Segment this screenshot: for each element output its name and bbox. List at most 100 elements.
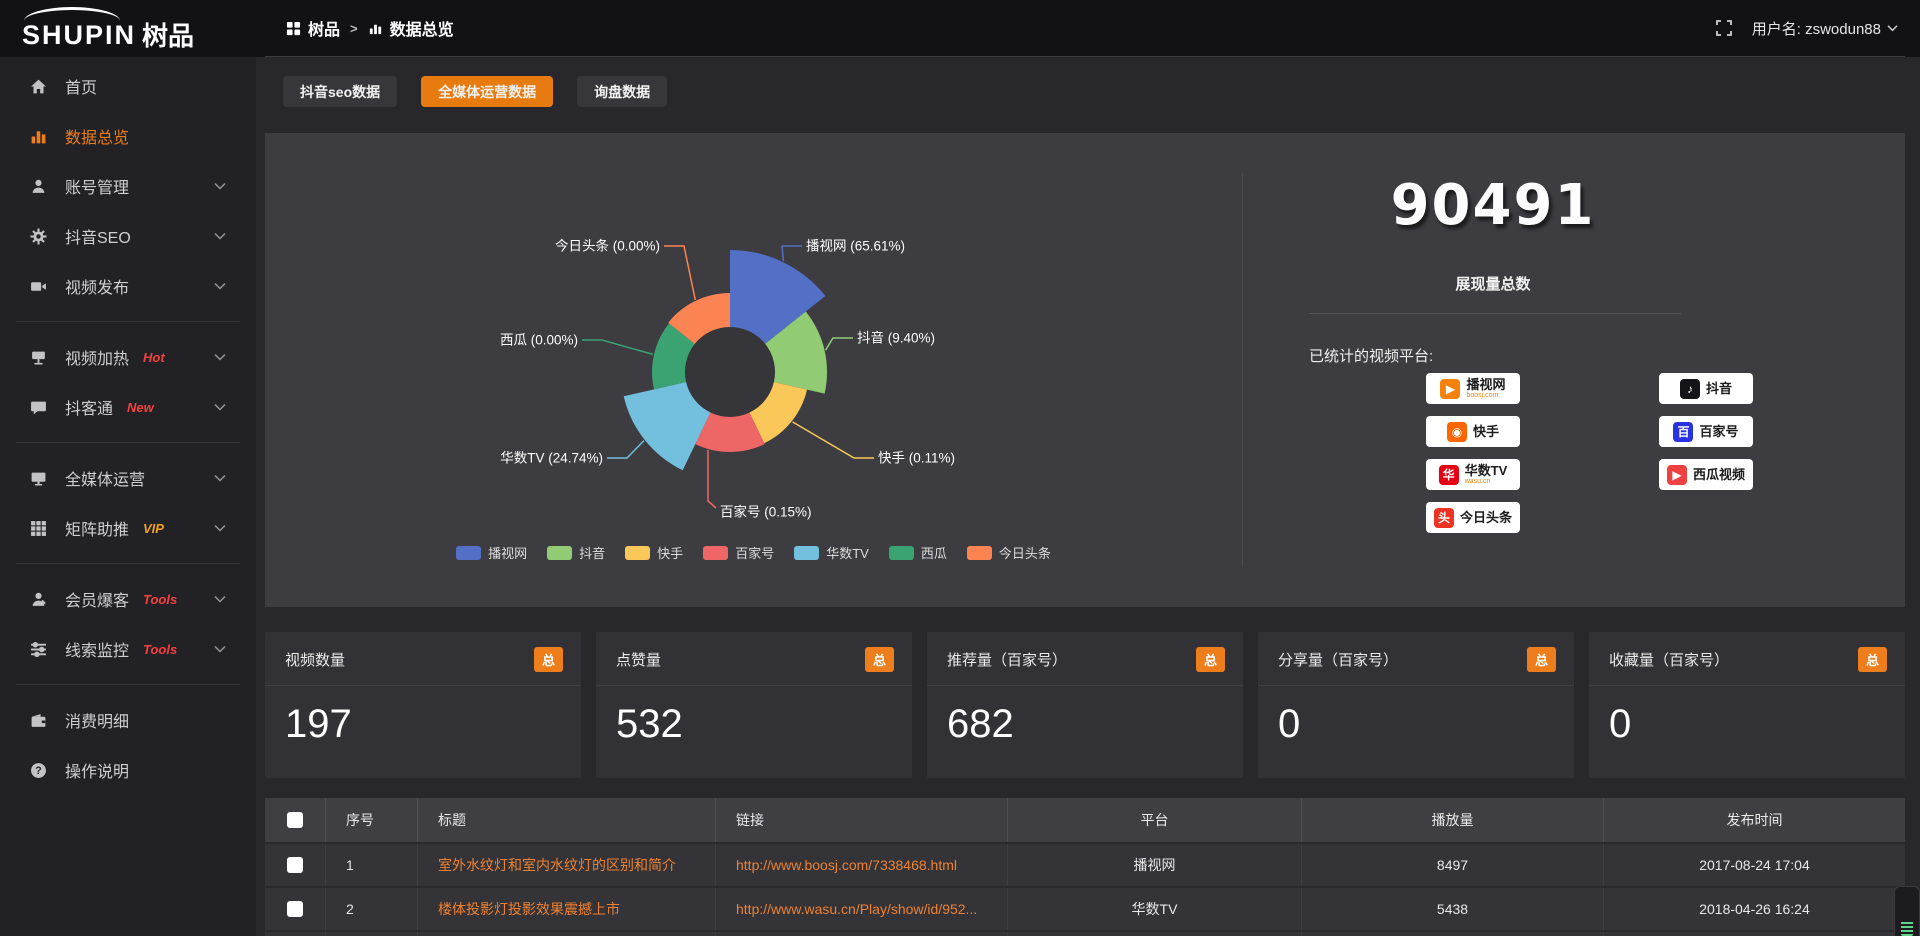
sidebar-item-instructions[interactable]: ? 操作说明 (0, 745, 256, 795)
platform-badge-column-2: ♪ 抖音百百家号 ▶ 西瓜视频 (1639, 373, 1920, 490)
table-header-cell: 播放量 (1302, 798, 1604, 842)
chevron-down-icon (214, 524, 226, 532)
table-header-cell: 发布时间 (1726, 812, 1783, 828)
sidebar-item-consume-detail[interactable]: 消费明细 (0, 695, 256, 745)
breadcrumb-label: 树品 (308, 22, 341, 39)
platform-badge-kuaishou: ◉ 快手 (1426, 416, 1520, 447)
table-cell: 华数TV (1008, 888, 1302, 930)
stat-card-value: 0 (1278, 702, 1301, 746)
pie-slice-播视网[interactable] (730, 250, 826, 344)
tab-1[interactable]: 抖音seo数据 (283, 76, 398, 107)
table-header-cell: 标题 (418, 798, 716, 842)
legend-item-播视网[interactable]: 播视网 (456, 543, 527, 562)
stat-card-value: 532 (616, 702, 683, 746)
topbar-right: 用户名: zswodun88 (1715, 0, 1898, 56)
sidebar-item-lead-monitor[interactable]: 线索监控 Tools (0, 624, 256, 674)
bar-chart-icon (30, 128, 50, 145)
select-all-checkbox[interactable] (287, 812, 303, 828)
fullscreen-icon[interactable] (1715, 20, 1732, 36)
summary-divider (1309, 313, 1681, 314)
sidebar-item-matrix-boost[interactable]: 矩阵助推 VIP (0, 503, 256, 553)
pie-label-快手: 快手 (0.11%) (878, 451, 955, 466)
legend-item-百家号[interactable]: 百家号 (703, 543, 774, 562)
sidebar-item-douketong[interactable]: 抖客通 New (0, 382, 256, 432)
stat-card-3: 推荐量（百家号） 总 682 (927, 632, 1243, 778)
pie-slice-今日头条[interactable] (668, 292, 730, 344)
platform-badge-boosj: ▶ 播视网 boosj.com (1426, 373, 1520, 404)
breadcrumb-item-root[interactable]: 树品 (286, 16, 340, 40)
pie-label-抖音: 抖音 (9.40%) (857, 330, 935, 346)
legend-item-快手[interactable]: 快手 (625, 543, 683, 562)
stat-card-title: 点赞量 (616, 652, 662, 669)
kuaishou-logo-icon: ◉ (1446, 421, 1467, 442)
row-checkbox[interactable] (287, 857, 303, 873)
toutiao-logo-icon: 头 (1433, 507, 1454, 528)
legend-marker (625, 545, 651, 560)
table-header-cell: 链接 (716, 798, 1008, 842)
pie-slice-快手[interactable] (749, 382, 808, 444)
legend-marker (888, 545, 914, 560)
logo-arc (24, 7, 120, 21)
chevron-down-icon (1887, 25, 1898, 32)
row-checkbox[interactable] (287, 901, 303, 917)
total-badge: 总 (533, 647, 563, 672)
sidebar-item-label: 全媒体运营 (65, 472, 146, 489)
pie-label-line-百家号 (707, 450, 717, 509)
legend-item-西瓜[interactable]: 西瓜 (888, 543, 947, 562)
pie-slice-抖音[interactable] (765, 311, 828, 394)
platform-badge-wasu-tv: 华华数TV wasu.cn (1426, 459, 1520, 490)
pie-slice-华数TV[interactable] (623, 382, 711, 471)
sidebar-item-douyin-seo[interactable]: 抖音SEO (0, 211, 256, 261)
username-label: 用户名: zswodun88 (1751, 20, 1881, 38)
sidebar-item-home[interactable]: 首页 (0, 61, 256, 111)
sidebar-item-data-overview[interactable]: 数据总览 (0, 111, 256, 161)
sidebar-item-member-burst[interactable]: 会员爆客 Tools (0, 574, 256, 624)
tab-3[interactable]: 询盘数据 (577, 76, 668, 107)
video-title-link[interactable]: 楼体投影灯投影效果震撼上市 (418, 888, 716, 930)
stat-card-2: 点赞量 总 532 (596, 632, 912, 778)
sidebar-item-video-heat[interactable]: 视频加热 Hot (0, 332, 256, 382)
boosj-logo-icon: ▶ (1440, 378, 1461, 399)
grid-square-icon (286, 21, 301, 36)
legend-marker (966, 545, 992, 560)
sidebar-item-badge: New (127, 399, 154, 415)
sidebar-item-badge: VIP (143, 520, 164, 536)
logo-text-cn: 树品 (142, 21, 195, 51)
breadcrumb-item-current[interactable]: 数据总览 (368, 16, 454, 40)
legend-label: 今日头条 (998, 546, 1051, 561)
video-url-link[interactable]: http://www.wasu.cn/Play/show/id/952... (716, 888, 1008, 930)
platform-badge-text: 华数TV wasu.cn (1465, 464, 1508, 485)
rose-pie-chart[interactable]: 播视网 (65.61%) 抖音 (9.40%) 快手 (0.11%) 百家号 (0.1… (265, 133, 1242, 607)
pie-label-line-播视网 (781, 245, 802, 262)
data-tabs: 抖音seo数据 全媒体运营数据 询盘数据 (283, 76, 668, 107)
sidebar-item-video-publish[interactable]: 视频发布 (0, 261, 256, 311)
breadcrumb-label: 数据总览 (389, 22, 454, 39)
stat-card-header: 分享量（百家号） 总 (1258, 632, 1574, 686)
chevron-down-icon (214, 182, 226, 190)
table-cell (716, 932, 1008, 936)
table-cell: 5438 (1302, 888, 1604, 930)
user-menu[interactable]: 用户名: zswodun88 (1752, 18, 1898, 39)
legend-item-抖音[interactable]: 抖音 (547, 543, 605, 562)
video-title-link[interactable]: 室外水纹灯和室内水纹灯的区别和简介 (418, 844, 716, 886)
legend-marker (456, 545, 482, 560)
legend-item-华数TV[interactable]: 华数TV (794, 543, 869, 562)
sidebar-item-label: 抖客通 (65, 401, 114, 418)
pie-slice-西瓜[interactable] (652, 323, 695, 390)
floating-widget[interactable] (1894, 886, 1920, 936)
pie-slice-百家号[interactable] (695, 412, 765, 453)
pie-label-今日头条: 今日头条 (0.00%) (555, 238, 660, 254)
legend-item-今日头条[interactable]: 今日头条 (966, 543, 1051, 562)
video-url-link[interactable]: http://www.boosj.com/7338468.html (716, 844, 1008, 886)
pie-label-百家号: 百家号 (0.15%) (720, 504, 812, 520)
sidebar-divider (16, 563, 240, 564)
table-cell: 2018-04-26 16:24 (1699, 901, 1810, 917)
chevron-down-icon (214, 353, 226, 361)
sidebar-item-media-operation[interactable]: 全媒体运营 (0, 453, 256, 503)
tab-2[interactable]: 全媒体运营数据 (421, 76, 554, 107)
chart-legend: 播视网 抖音 快手 百家号 华数TV 西瓜 今日头条 (265, 543, 1242, 562)
chevron-down-icon (214, 645, 226, 653)
sidebar-item-account-manage[interactable]: 账号管理 (0, 161, 256, 211)
legend-marker (547, 545, 573, 560)
overview-panel: 播视网 (65.61%) 抖音 (9.40%) 快手 (0.11%) 百家号 (0.1… (265, 133, 1905, 607)
